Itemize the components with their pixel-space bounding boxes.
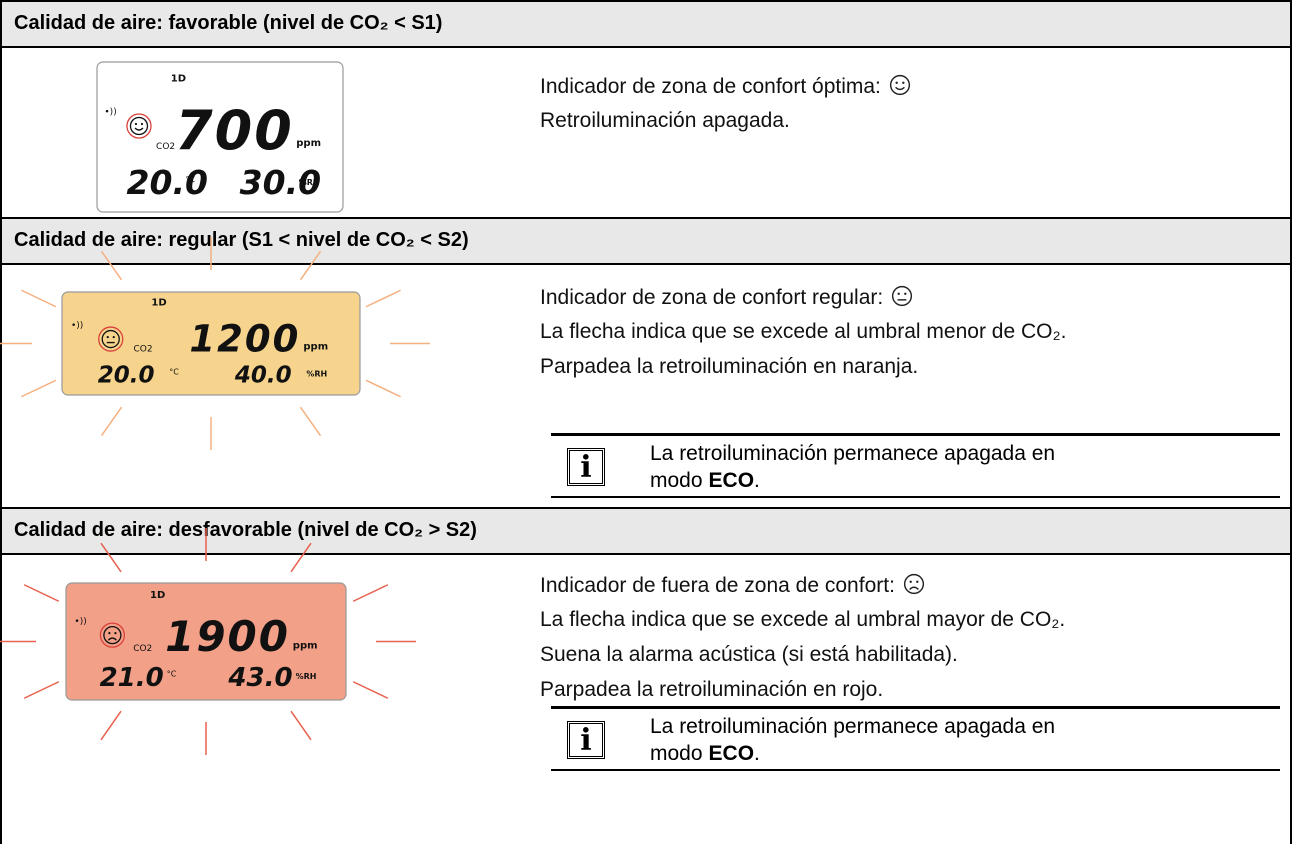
note-bold: ECO <box>708 742 755 765</box>
line-text: La flecha indica que se excede al umbral… <box>540 320 1067 343</box>
section-header: Calidad de aire: regular (S1 < nivel de … <box>0 217 1292 263</box>
line-text: Suena la alarma acústica (si está habili… <box>540 643 958 666</box>
section-header: Calidad de aire: desfavorable (nivel de … <box>0 507 1292 553</box>
note-rule-bottom <box>551 496 1280 498</box>
note-rule-top <box>551 433 1280 436</box>
note-rule-bottom <box>551 769 1280 771</box>
section-body <box>0 263 1292 507</box>
description-line: La flecha indica que se excede al umbral… <box>540 608 1065 632</box>
description-line: La flecha indica que se excede al umbral… <box>540 320 1066 344</box>
line-text: Parpadea la retroiluminación en naranja. <box>540 355 919 378</box>
note: La retroiluminación permanece apagada en… <box>650 713 1055 767</box>
note-text2: modo <box>650 742 703 765</box>
face-icon <box>903 573 924 595</box>
description-line: Indicador de fuera de zona de confort: <box>540 573 925 598</box>
note-line2: modo ECO. <box>650 740 1055 767</box>
note-rule-top <box>551 706 1280 709</box>
note-end: . <box>754 469 760 492</box>
description-line: Indicador de zona de confort regular: <box>540 285 913 310</box>
description-line: Parpadea la retroiluminación en rojo. <box>540 678 883 702</box>
note-text: La retroiluminación permanece apagada en <box>650 442 1056 465</box>
description-line: Indicador de zona de confort óptima: <box>540 74 911 99</box>
note-text: La retroiluminación permanece apagada en <box>650 715 1056 738</box>
section-body <box>0 553 1292 844</box>
note-text2: modo <box>650 469 703 492</box>
note: La retroiluminación permanece apagada en… <box>650 440 1055 494</box>
info-icon: i <box>567 448 605 486</box>
note-end: . <box>754 742 760 765</box>
line-text: Indicador de zona de confort regular: <box>540 286 884 309</box>
face-icon <box>892 285 913 307</box>
line-text: Parpadea la retroiluminación en rojo. <box>540 678 884 701</box>
note-line2: modo ECO. <box>650 467 1055 494</box>
line-text: Retroiluminación apagada. <box>540 109 790 132</box>
note-bold: ECO <box>708 469 755 492</box>
description-line: Parpadea la retroiluminación en naranja. <box>540 355 918 379</box>
section-header: Calidad de aire: favorable (nivel de CO₂… <box>0 0 1292 46</box>
description-line: Retroiluminación apagada. <box>540 109 790 133</box>
section-body <box>0 46 1292 217</box>
description-line: Suena la alarma acústica (si está habili… <box>540 643 958 667</box>
face-icon <box>889 74 910 96</box>
line-text: La flecha indica que se excede al umbral… <box>540 608 1066 631</box>
info-icon: i <box>567 721 605 759</box>
line-text: Indicador de fuera de zona de confort: <box>540 574 895 597</box>
line-text: Indicador de zona de confort óptima: <box>540 75 881 98</box>
